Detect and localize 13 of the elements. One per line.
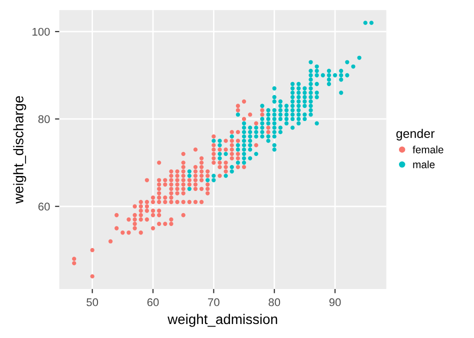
x-tick-label: 80: [268, 298, 280, 306]
legend-title: gender: [396, 128, 435, 140]
legend-label: female: [412, 146, 444, 154]
x-tick-label: 50: [86, 298, 98, 306]
x-axis-title: weight_admission: [168, 314, 278, 327]
y-tick-label: 80: [38, 115, 50, 124]
x-tick-label: 70: [208, 298, 220, 306]
y-tick-label: 60: [38, 202, 50, 211]
y-tick-label: 100: [32, 28, 50, 36]
legend-label: male: [413, 160, 435, 168]
x-tick-label: 60: [147, 298, 159, 306]
y-axis-title: weight_discharge: [13, 96, 26, 204]
x-tick-label: 90: [329, 298, 341, 306]
